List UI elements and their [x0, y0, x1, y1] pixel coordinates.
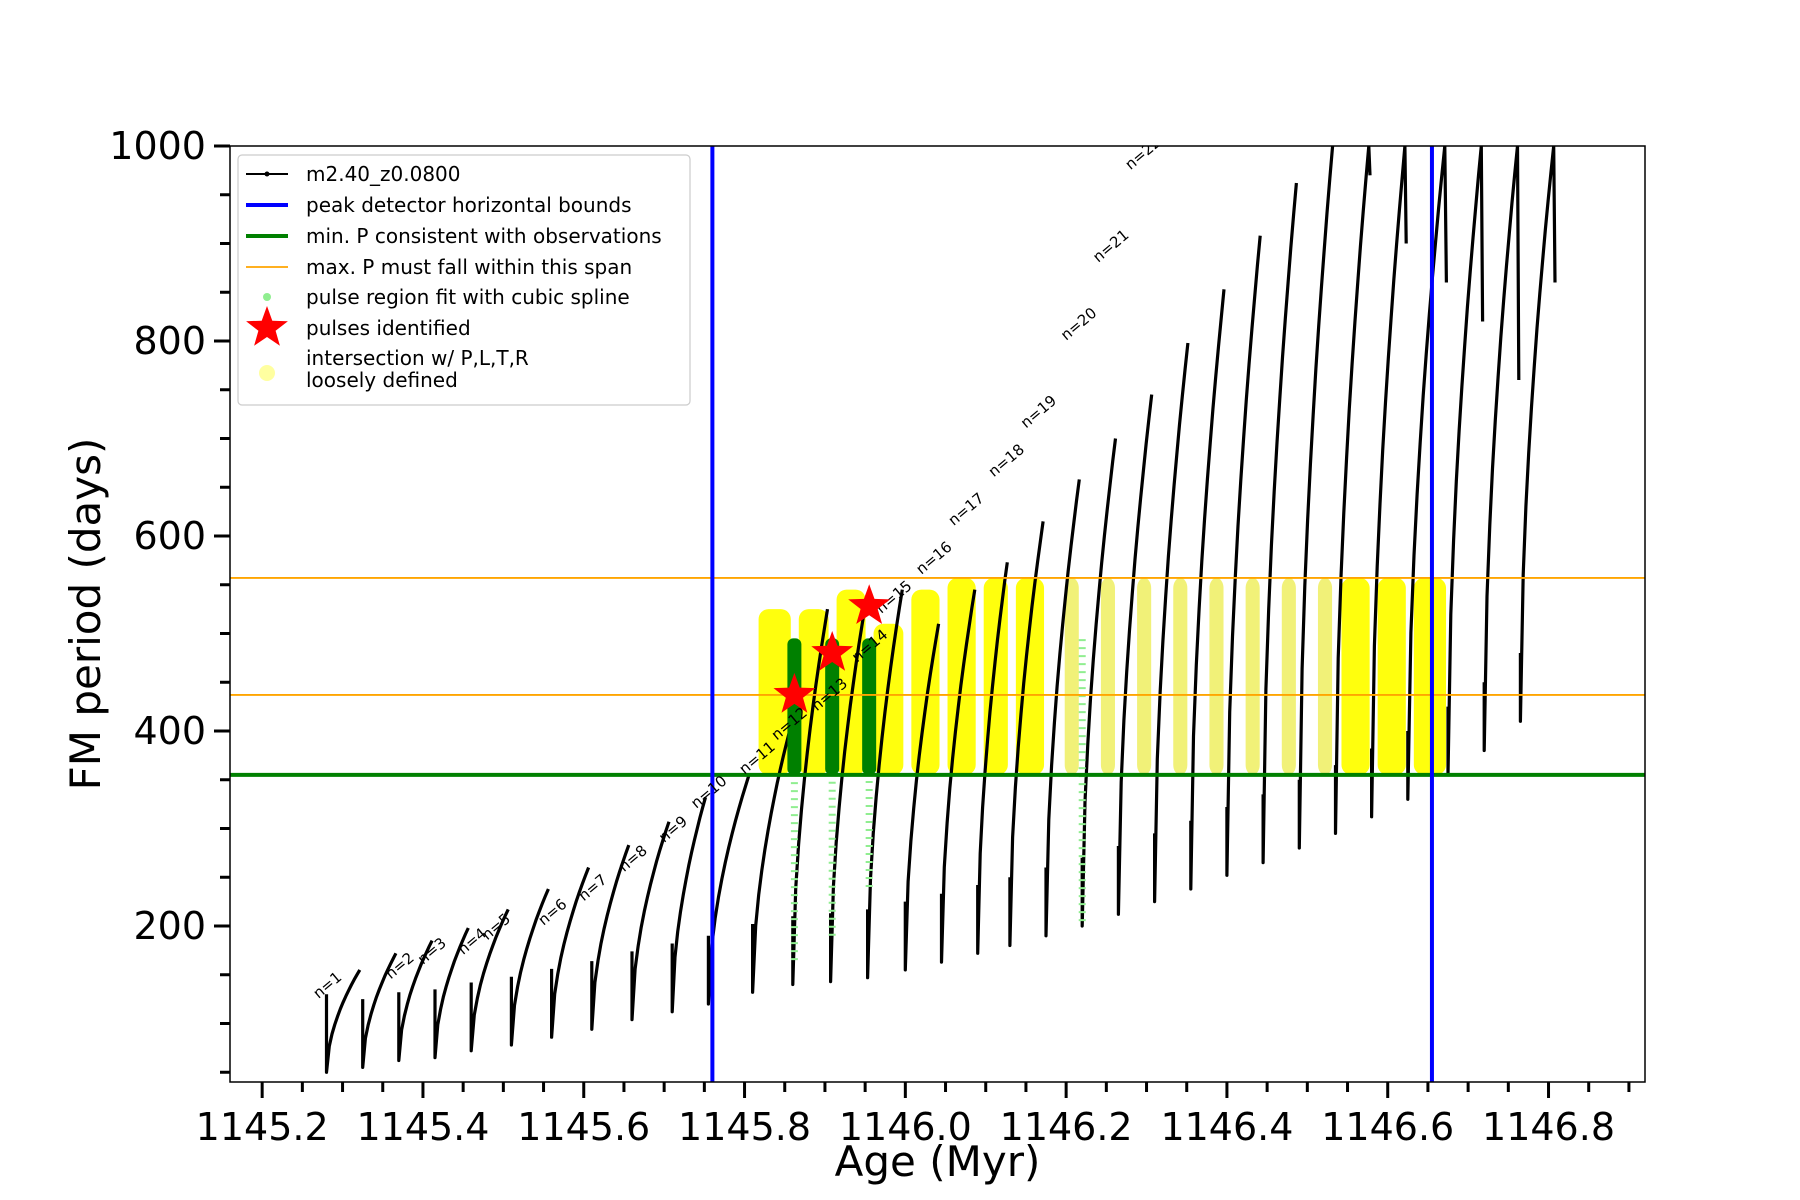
- legend-box: [237, 154, 691, 406]
- intersection-band: [1377, 577, 1406, 775]
- intersection-band: [911, 589, 940, 775]
- intersection-band: [1015, 577, 1045, 775]
- x-tick-label: 1145.2: [196, 1105, 329, 1149]
- legend-entry-label: pulse region fit with cubic spline: [306, 285, 630, 309]
- spline-fit-band: [825, 638, 840, 775]
- pulse-number-label: n=3: [414, 934, 450, 968]
- pulse-number-label: n=2: [382, 949, 418, 983]
- pulse-star: [811, 631, 854, 671]
- legend-entry-label: min. P consistent with observations: [306, 224, 662, 248]
- pulse-number-label: n=17: [945, 489, 988, 529]
- y-axis-label: FM period (days): [61, 438, 110, 791]
- model-curve: [324, 146, 1557, 1074]
- pulse-number-label: n=7: [575, 871, 611, 905]
- pulse-star: [848, 584, 891, 624]
- pulse-number-label: n=22: [1121, 133, 1164, 173]
- intersection-band: [1245, 577, 1260, 775]
- x-axis-label: Age (Myr): [835, 1137, 1041, 1186]
- intersection-band: [1341, 577, 1370, 775]
- intersection-band: [1281, 577, 1296, 775]
- pulse-number-label: n=15: [872, 577, 915, 617]
- pulse-number-label: n=19: [1017, 392, 1060, 432]
- x-tick-label: 1145.6: [517, 1105, 650, 1149]
- reference-lines: [230, 146, 1645, 1082]
- intersection-band: [1064, 577, 1079, 775]
- pulse-number-label: n=10: [687, 772, 730, 812]
- x-tick-label: 1145.4: [356, 1105, 489, 1149]
- x-tick-label: 1146.0: [839, 1105, 972, 1149]
- intersection-band: [1173, 577, 1188, 775]
- pulse-star: [773, 672, 816, 713]
- legend-entry-label: peak detector horizontal bounds: [306, 193, 632, 217]
- pulse-number-label: n=9: [655, 812, 691, 846]
- y-tick-label: 400: [133, 709, 206, 753]
- spline-regions: [787, 633, 1086, 961]
- legend-dot-icon: [263, 293, 271, 301]
- intersection-band: [836, 589, 866, 775]
- pulse-number-label: n=16: [912, 538, 955, 578]
- intersection-band: [1209, 577, 1224, 775]
- pulse-number-label: n=21: [1089, 226, 1132, 266]
- legend-entry-label: m2.40_z0.0800: [306, 162, 461, 186]
- plot-frame: [229, 145, 1646, 1083]
- x-tick-label: 1146.6: [1321, 1105, 1454, 1149]
- y-axis: 200 400 600 800 1000: [109, 124, 230, 1074]
- legend-circle-icon: [259, 365, 275, 381]
- intersection-band: [758, 609, 791, 775]
- intersection-band: [1137, 577, 1152, 775]
- intersection-band: [1413, 577, 1447, 775]
- pulse-number-label: n=6: [535, 895, 571, 929]
- legend-entry-label: intersection w/ P,L,T,R: [306, 346, 529, 370]
- spline-fit-band: [862, 638, 877, 775]
- y-tick-label: 800: [133, 319, 206, 363]
- legend-entry-label: max. P must fall within this span: [306, 255, 632, 279]
- x-tick-label: 1146.8: [1482, 1105, 1615, 1149]
- legend-entry-label: pulses identified: [306, 316, 471, 340]
- spline-fit-band: [787, 638, 802, 775]
- intersection-band: [1317, 577, 1333, 775]
- x-tick-label: 1146.4: [1160, 1105, 1293, 1149]
- pulse-number-label: n=18: [985, 440, 1028, 480]
- x-axis: 1145.2 1145.4 1145.6 1145.8 1146.0 1146.2 1146…: [196, 1082, 1631, 1149]
- intersection-band: [1100, 577, 1115, 775]
- pulse-number-label: n=20: [1057, 304, 1100, 344]
- y-tick-label: 200: [133, 904, 206, 948]
- legend-model-marker: [264, 171, 270, 177]
- x-tick-label: 1145.8: [678, 1105, 811, 1149]
- y-tick-label: 600: [133, 514, 206, 558]
- y-tick-label: 1000: [109, 124, 206, 168]
- identified-pulses: [773, 584, 891, 713]
- legend-star-icon: [246, 306, 288, 346]
- legend-entry-label-line2: loosely defined: [306, 368, 458, 392]
- x-tick-label: 1146.2: [1000, 1105, 1133, 1149]
